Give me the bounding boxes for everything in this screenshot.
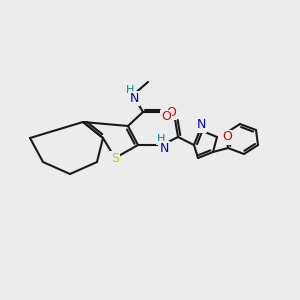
- Text: N: N: [159, 142, 169, 154]
- Text: O: O: [222, 130, 232, 143]
- Text: O: O: [166, 106, 176, 118]
- Text: H: H: [157, 134, 165, 144]
- Text: H: H: [126, 85, 134, 95]
- Text: N: N: [196, 118, 206, 131]
- Text: N: N: [129, 92, 139, 104]
- Text: O: O: [161, 110, 171, 124]
- Text: S: S: [111, 152, 119, 164]
